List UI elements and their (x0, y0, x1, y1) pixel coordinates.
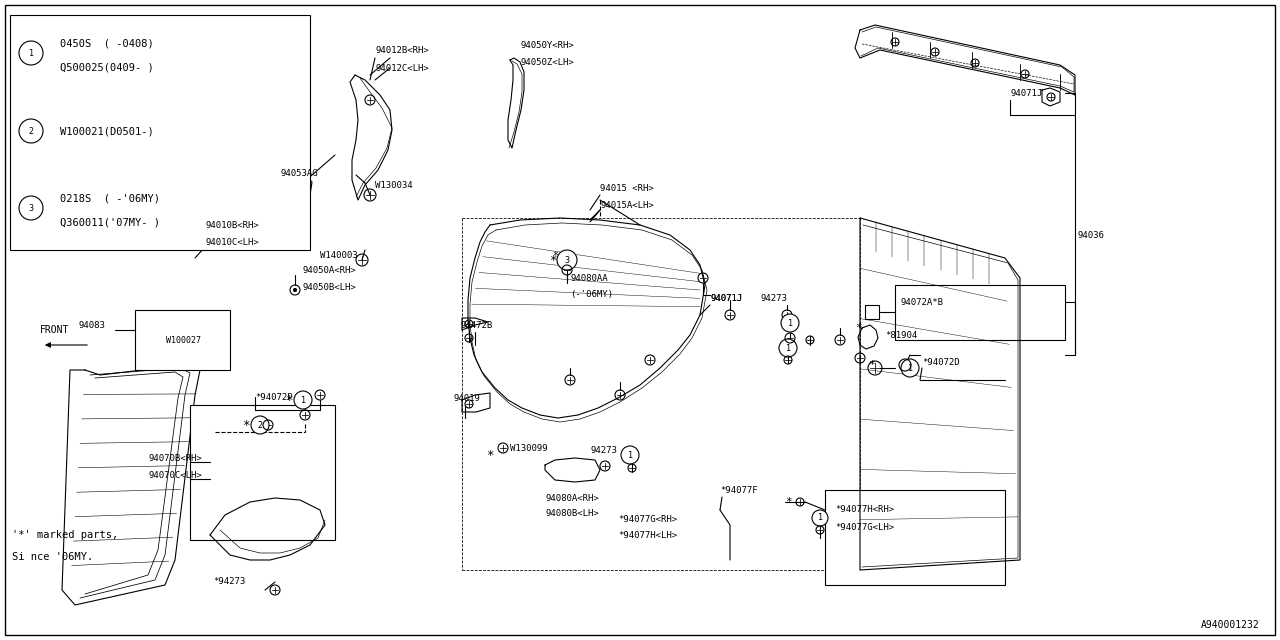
Circle shape (621, 446, 639, 464)
Text: 94472B: 94472B (460, 321, 493, 330)
Text: *94072P: *94072P (255, 392, 293, 401)
Text: 94070C<LH>: 94070C<LH> (148, 470, 202, 479)
Text: 3: 3 (564, 255, 570, 264)
Circle shape (901, 359, 919, 377)
Circle shape (780, 339, 797, 357)
Bar (134, 310, 230, 370)
Text: Q500025(0409- ): Q500025(0409- ) (60, 62, 154, 72)
Bar (865, 305, 879, 319)
Text: W100027: W100027 (165, 335, 201, 344)
Text: *94077H<RH>: *94077H<RH> (835, 506, 895, 515)
Text: 94050A<RH>: 94050A<RH> (302, 266, 356, 275)
Text: 1: 1 (818, 513, 823, 522)
Text: (-'06MY): (-'06MY) (570, 289, 613, 298)
Circle shape (251, 416, 269, 434)
Text: *: * (242, 419, 250, 431)
Text: 94010C<LH>: 94010C<LH> (205, 237, 259, 246)
Text: 94083: 94083 (78, 321, 105, 330)
Circle shape (781, 314, 799, 332)
Text: *: * (552, 251, 558, 261)
Text: 94080B<LH>: 94080B<LH> (545, 509, 599, 518)
Text: W130034: W130034 (375, 180, 412, 189)
Text: 94015 <RH>: 94015 <RH> (600, 184, 654, 193)
Text: 1: 1 (301, 396, 306, 404)
Text: 3: 3 (28, 204, 33, 212)
Text: 94050Z<LH>: 94050Z<LH> (520, 58, 573, 67)
Text: Q360011('07MY- ): Q360011('07MY- ) (60, 217, 160, 227)
Text: Si nce '06MY.: Si nce '06MY. (12, 552, 93, 562)
Text: 1: 1 (787, 319, 792, 328)
Text: *94273: *94273 (212, 577, 246, 586)
Text: 94080AA: 94080AA (570, 273, 608, 282)
Circle shape (812, 510, 828, 526)
Text: 0218S  ( -'06MY): 0218S ( -'06MY) (60, 193, 160, 203)
Text: 94072A*B: 94072A*B (900, 298, 943, 307)
Text: 94012C<LH>: 94012C<LH> (375, 63, 429, 72)
Text: 94071J: 94071J (710, 294, 742, 303)
Circle shape (19, 196, 44, 220)
Text: *: * (785, 497, 792, 507)
Text: *94077F: *94077F (721, 486, 758, 495)
Text: 2: 2 (257, 420, 262, 429)
Text: 94036: 94036 (1078, 230, 1105, 239)
Bar (189, 405, 335, 540)
Text: 94012B<RH>: 94012B<RH> (375, 45, 429, 54)
Text: *: * (868, 360, 876, 370)
Text: 0450S  ( -0408): 0450S ( -0408) (60, 38, 154, 48)
Circle shape (19, 119, 44, 143)
Text: 94071J: 94071J (710, 294, 742, 303)
Text: 1: 1 (908, 364, 913, 372)
Circle shape (294, 391, 312, 409)
Text: 94080A<RH>: 94080A<RH> (545, 493, 599, 502)
Text: *94072D: *94072D (922, 358, 960, 367)
Text: A940001232: A940001232 (1201, 620, 1260, 630)
Circle shape (293, 289, 297, 291)
Text: 94050Y<RH>: 94050Y<RH> (520, 40, 573, 49)
Circle shape (557, 250, 577, 270)
Text: 94273: 94273 (590, 445, 617, 454)
Text: *94077G<LH>: *94077G<LH> (835, 522, 895, 531)
Text: W130099: W130099 (509, 444, 548, 452)
Text: *: * (486, 449, 494, 461)
Bar (10, 15, 310, 250)
Text: 94010B<RH>: 94010B<RH> (205, 221, 259, 230)
Text: W140003: W140003 (320, 250, 357, 259)
Text: 1: 1 (786, 344, 791, 353)
Text: *: * (549, 253, 557, 266)
Text: '*' marked parts,: '*' marked parts, (12, 530, 118, 540)
Text: W100021(D0501-): W100021(D0501-) (60, 126, 154, 136)
Text: 1: 1 (28, 49, 33, 58)
Text: *: * (855, 323, 861, 333)
Text: 94071J: 94071J (1010, 88, 1042, 97)
Text: 2: 2 (28, 127, 33, 136)
Text: 94015A<LH>: 94015A<LH> (600, 200, 654, 209)
Bar (895, 285, 1065, 340)
Circle shape (19, 41, 44, 65)
Text: 94019: 94019 (453, 394, 480, 403)
Text: *81904: *81904 (884, 330, 918, 339)
Bar (826, 490, 1005, 585)
Text: 94273: 94273 (760, 294, 787, 303)
Text: *: * (285, 394, 293, 406)
Text: 94050B<LH>: 94050B<LH> (302, 282, 356, 291)
Text: 1: 1 (627, 451, 632, 460)
Text: 94070B<RH>: 94070B<RH> (148, 454, 202, 463)
Text: 94053AG: 94053AG (280, 168, 317, 177)
Text: *94077G<RH>: *94077G<RH> (618, 515, 677, 525)
Text: FRONT: FRONT (40, 325, 69, 335)
Text: *94077H<LH>: *94077H<LH> (618, 531, 677, 541)
